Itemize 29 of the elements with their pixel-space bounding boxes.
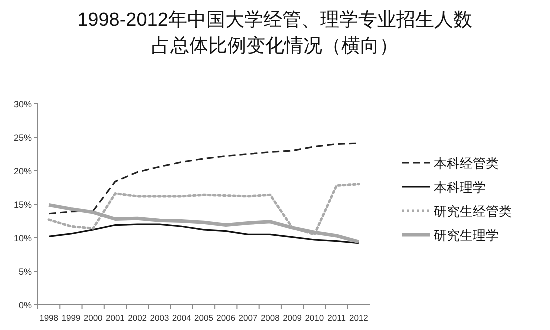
y-tick-label: 15% — [14, 200, 32, 210]
y-tick-label: 25% — [14, 133, 32, 143]
x-tick-label: 2010 — [305, 313, 324, 323]
x-tick-label: 1999 — [62, 313, 81, 323]
x-tick-label: 2006 — [216, 313, 236, 323]
chart-title: 1998-2012年中国大学经管、理学专业招生人数 — [78, 10, 472, 31]
y-tick-label: 0% — [18, 300, 32, 310]
x-tick-label: 2009 — [283, 313, 302, 323]
x-tick-label: 2011 — [328, 313, 346, 323]
x-tick-label: 2005 — [194, 313, 214, 323]
x-tick-label: 2000 — [84, 313, 104, 323]
legend-label: 研究生经管类 — [434, 204, 512, 219]
x-tick-label: 2004 — [172, 313, 192, 323]
y-tick-label: 30% — [14, 100, 32, 110]
x-tick-label: 2012 — [349, 313, 369, 323]
x-tick-label: 2001 — [106, 313, 126, 323]
legend-label: 本科理学 — [434, 180, 486, 195]
line-series — [48, 224, 360, 244]
x-tick-label: 2003 — [150, 313, 170, 323]
legend-label: 研究生理学 — [434, 228, 499, 243]
x-tick-label: 2002 — [128, 313, 148, 323]
chart-subtitle: 占总体比例变化情况（横向） — [152, 35, 398, 57]
x-tick-label: 1998 — [40, 313, 59, 323]
x-tick-label: 2007 — [238, 313, 258, 323]
y-tick-label: 10% — [14, 234, 32, 244]
x-tick-label: 2008 — [260, 313, 280, 323]
legend-label: 本科经管类 — [434, 156, 499, 171]
y-tick-label: 20% — [14, 166, 32, 176]
y-tick-label: 5% — [18, 267, 32, 277]
